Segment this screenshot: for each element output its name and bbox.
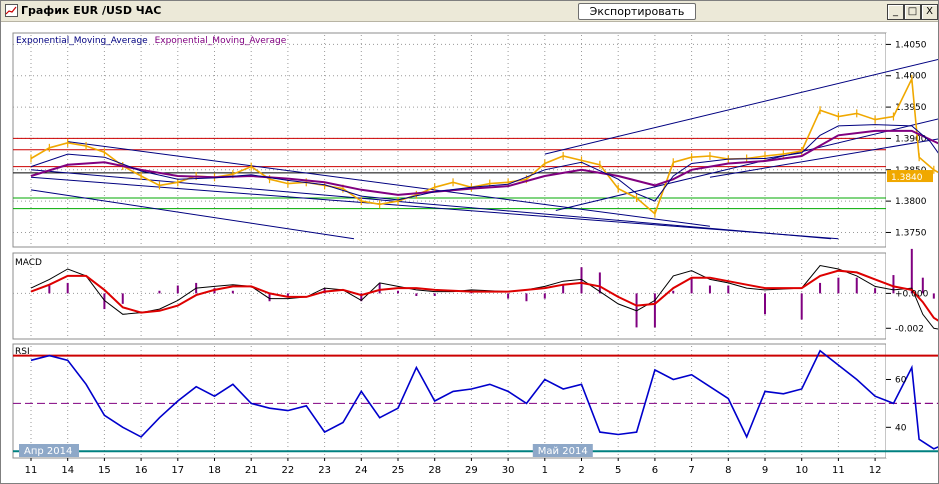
window-title: График EUR /USD ЧАС [21,4,162,17]
trend-line-5 [555,118,938,212]
time-tick-label-13: 30 [502,465,515,476]
title-bar[interactable]: График EUR /USD ЧАС Экспортировать _ □ X [1,1,938,22]
close-button[interactable]: X [921,4,938,20]
trend-line-1 [30,189,355,240]
time-tick-label-18: 7 [688,465,694,476]
time-tick-label-8: 23 [318,465,331,476]
macd-panel[interactable] [12,252,887,340]
trend-line-3 [30,176,839,240]
time-tick-label-20: 9 [762,465,768,476]
last-price-badge [887,170,933,183]
ema-fast-line [30,124,938,202]
macd-plot: +0.000 -0.002 [13,248,938,334]
time-tick-label-1: 14 [61,465,74,476]
chart-app-icon [5,4,18,17]
time-tick-label-2: 15 [98,465,111,476]
grid-lines [13,35,886,456]
rsi-tick-label-0: 60 [895,375,907,385]
signal-line [30,269,938,322]
time-tick-label-17: 6 [652,465,658,476]
rsi-label: RSI [15,347,30,357]
time-tick-label-11: 28 [428,465,441,476]
time-tick-label-3: 16 [135,465,148,476]
macd-tick-label-0: +0.000 [895,289,929,299]
month-badge-0 [19,444,79,457]
rsi-line [30,349,938,450]
last-price-label: 1.3840 [891,173,923,183]
time-tick-label-5: 18 [208,465,221,476]
price-scale [886,33,938,458]
month-label-0: Апр 2014 [24,446,72,457]
price-tick-label-2: 1.3950 [895,103,927,113]
time-tick-label-10: 25 [392,465,405,476]
time-tick-label-22: 11 [832,465,845,476]
time-tick-label-19: 8 [725,465,731,476]
price-plot: 1.40501.40001.39501.39001.38501.38001.37… [13,40,938,240]
rsi-panel[interactable] [12,343,887,459]
export-button[interactable]: Экспортировать [578,3,696,20]
price-tick-label-1: 1.4000 [895,72,927,82]
time-tick-label-4: 17 [171,465,184,476]
month-badge-1 [532,444,593,457]
legend-ema-fast: Exponential_Moving_Average [16,36,148,46]
trend-line-0 [67,141,711,227]
rsi-tick-label-1: 40 [895,423,907,433]
time-tick-label-0: 11 [25,465,38,476]
trend-line-4 [544,58,938,155]
minimize-button[interactable]: _ [887,4,904,20]
time-axis: 11 14 15 16 17 18 21 22 23 24 25 28 29 30 1 2 5 6 7 8 9 10 11 1… [19,444,881,476]
time-tick-label-6: 21 [245,465,258,476]
legend-ema-slow: Exponential_Moving_Average [155,36,287,46]
time-tick-label-16: 5 [615,465,621,476]
price-panel[interactable] [12,32,887,248]
time-tick-label-7: 22 [282,465,295,476]
macd-label: MACD [15,258,42,268]
trend-line-2 [30,169,832,240]
price-tick-label-5: 1.3800 [895,197,927,207]
time-tick-label-23: 12 [869,465,882,476]
time-tick-label-12: 29 [465,465,478,476]
ema-slow-line [30,129,938,196]
price-tick-label-0: 1.4050 [895,40,927,50]
macd-tick-label-1: -0.002 [895,324,924,334]
price-tick-label-3: 1.3900 [895,134,927,144]
time-tick-label-15: 2 [578,465,584,476]
trend-line-6 [709,138,938,178]
rsi-plot: 60 40 [13,349,938,453]
time-tick-label-14: 1 [542,465,548,476]
legend: Exponential_Moving_Average Exponential_M… [16,36,287,46]
price-tick-label-6: 1.3750 [895,228,927,238]
time-tick-label-21: 10 [795,465,808,476]
time-tick-label-9: 24 [355,465,368,476]
chart-area[interactable]: 1.40501.40001.39501.39001.38501.38001.37… [1,23,938,483]
maximize-button[interactable]: □ [904,4,921,20]
month-label-1: Май 2014 [538,446,588,457]
